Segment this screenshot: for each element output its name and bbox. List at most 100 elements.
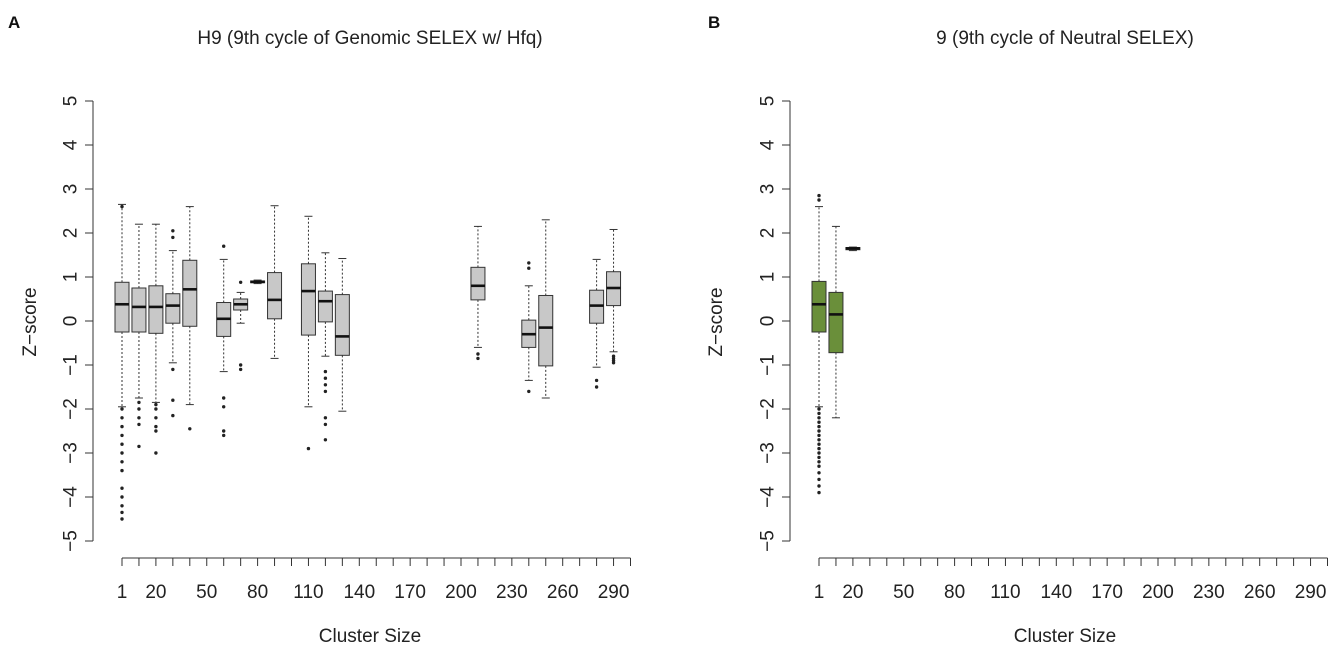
y-tick-label: −2 bbox=[61, 398, 82, 420]
outlier-point bbox=[120, 468, 124, 473]
panel-letter-b: B bbox=[708, 13, 720, 32]
outlier-point bbox=[120, 451, 124, 455]
y-tick-label: 5 bbox=[758, 96, 779, 107]
y-tick-label: −2 bbox=[758, 398, 779, 420]
x-tick-label: 200 bbox=[445, 582, 477, 603]
x-tick-label: 50 bbox=[893, 582, 914, 603]
boxplot-box-group bbox=[250, 279, 266, 285]
outlier-point bbox=[817, 429, 821, 433]
iqr-box bbox=[267, 272, 283, 320]
outlier-point bbox=[222, 429, 226, 433]
boxplot-box-group bbox=[300, 215, 316, 451]
x-tick-label: 1 bbox=[117, 582, 128, 603]
x-tick-label: 230 bbox=[1193, 582, 1225, 603]
x-tick-label: 110 bbox=[990, 582, 1020, 603]
iqr-box bbox=[182, 259, 198, 327]
x-axis-a: 1 20 50 80 110 140 170 200 230 260 290 bbox=[117, 557, 631, 603]
outlier-point bbox=[222, 396, 226, 400]
outlier-point bbox=[527, 266, 531, 270]
outlier-point bbox=[817, 193, 821, 198]
iqr-box bbox=[114, 281, 130, 333]
outlier-point bbox=[323, 416, 328, 420]
iqr-box bbox=[165, 293, 181, 324]
outlier-point bbox=[527, 261, 531, 265]
y-tick-label: 3 bbox=[61, 184, 82, 195]
boxplot-box-group bbox=[165, 229, 181, 418]
outlier-point bbox=[817, 477, 821, 482]
outlier-point bbox=[817, 420, 821, 424]
outlier-point bbox=[817, 416, 821, 420]
outlier-point bbox=[120, 460, 124, 464]
outlier-point bbox=[306, 446, 311, 451]
boxplot-box-group bbox=[267, 205, 283, 359]
y-tick-label: 3 bbox=[758, 184, 779, 195]
outlier-point bbox=[120, 433, 124, 438]
outlier-point bbox=[594, 385, 599, 389]
boxplot-box-group bbox=[233, 280, 249, 372]
outlier-point bbox=[817, 451, 821, 455]
iqr-box bbox=[317, 290, 333, 323]
outlier-point bbox=[238, 367, 243, 372]
iqr-box bbox=[131, 287, 147, 333]
outlier-point bbox=[323, 438, 328, 442]
outlier-point bbox=[817, 490, 821, 495]
x-tick-label: 260 bbox=[1244, 582, 1276, 603]
iqr-box bbox=[300, 263, 316, 336]
iqr-box bbox=[470, 266, 486, 301]
iqr-box bbox=[828, 291, 844, 354]
outlier-point bbox=[154, 424, 158, 429]
y-axis-a: −5 −4 −3 −2 −1 0 1 2 3 4 5 bbox=[61, 96, 94, 552]
boxplot-box-group bbox=[521, 261, 537, 394]
x-tick-label: 110 bbox=[293, 582, 323, 603]
outlier-point bbox=[323, 369, 328, 374]
iqr-box bbox=[811, 280, 827, 333]
outlier-point bbox=[137, 407, 141, 411]
x-tick-label: 290 bbox=[1295, 582, 1327, 603]
outlier-point bbox=[817, 433, 821, 438]
y-axis-label-b: Z−score bbox=[706, 287, 727, 356]
outlier-point bbox=[817, 446, 821, 451]
chart-title-b: 9 (9th cycle of Neutral SELEX) bbox=[936, 28, 1194, 49]
outlier-point bbox=[817, 442, 821, 446]
boxplot-box-group bbox=[606, 228, 622, 365]
y-tick-label: 0 bbox=[758, 316, 779, 327]
boxplot-box-group bbox=[334, 258, 350, 412]
x-tick-label: 20 bbox=[145, 582, 166, 603]
outlier-point bbox=[154, 402, 158, 407]
outlier-point bbox=[171, 398, 175, 402]
x-tick-label: 1 bbox=[814, 582, 825, 603]
outlier-point bbox=[137, 400, 141, 405]
y-axis-b: −5 −4 −3 −2 −1 0 1 2 3 4 5 bbox=[758, 96, 791, 552]
outlier-point bbox=[120, 424, 124, 429]
panel-b: B 9 (9th cycle of Neutral SELEX) Z−score… bbox=[706, 13, 1328, 647]
x-tick-label: 50 bbox=[196, 582, 217, 603]
outlier-point bbox=[171, 413, 175, 418]
y-tick-label: −1 bbox=[758, 354, 779, 376]
iqr-box bbox=[538, 294, 554, 367]
iqr-box bbox=[148, 285, 164, 334]
outlier-point bbox=[476, 352, 480, 356]
boxplot-box-group bbox=[828, 225, 844, 419]
x-tick-label: 290 bbox=[598, 582, 630, 603]
y-tick-label: 2 bbox=[758, 228, 779, 239]
outlier-point bbox=[238, 280, 243, 284]
boxplot-box-group bbox=[131, 223, 147, 449]
outlier-point bbox=[594, 378, 599, 383]
iqr-box bbox=[334, 294, 350, 356]
y-tick-label: 0 bbox=[61, 316, 82, 327]
chart-title-a: H9 (9th cycle of Genomic SELEX w/ Hfq) bbox=[197, 28, 542, 49]
outlier-point bbox=[817, 484, 821, 488]
outlier-point bbox=[154, 451, 158, 455]
outlier-point bbox=[323, 376, 328, 380]
outlier-point bbox=[817, 438, 821, 442]
outlier-point bbox=[222, 244, 226, 248]
y-tick-label: −1 bbox=[61, 354, 82, 376]
y-tick-label: −3 bbox=[61, 442, 82, 464]
outlier-point bbox=[120, 486, 124, 490]
x-tick-label: 140 bbox=[343, 582, 375, 603]
boxplot-box-group bbox=[216, 244, 232, 438]
outlier-point bbox=[611, 361, 616, 365]
outlier-point bbox=[238, 363, 243, 367]
outlier-point bbox=[171, 229, 175, 233]
x-tick-label: 80 bbox=[944, 582, 965, 603]
